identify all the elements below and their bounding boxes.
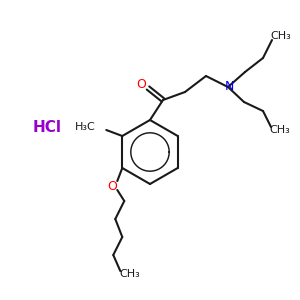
Text: CH₃: CH₃ xyxy=(271,31,291,41)
Text: H₃C: H₃C xyxy=(74,122,95,132)
Text: CH₃: CH₃ xyxy=(119,269,140,279)
Text: O: O xyxy=(107,179,117,193)
Text: O: O xyxy=(136,79,146,92)
Text: CH₃: CH₃ xyxy=(270,125,290,135)
Text: HCl: HCl xyxy=(32,121,62,136)
Text: N: N xyxy=(224,80,234,92)
